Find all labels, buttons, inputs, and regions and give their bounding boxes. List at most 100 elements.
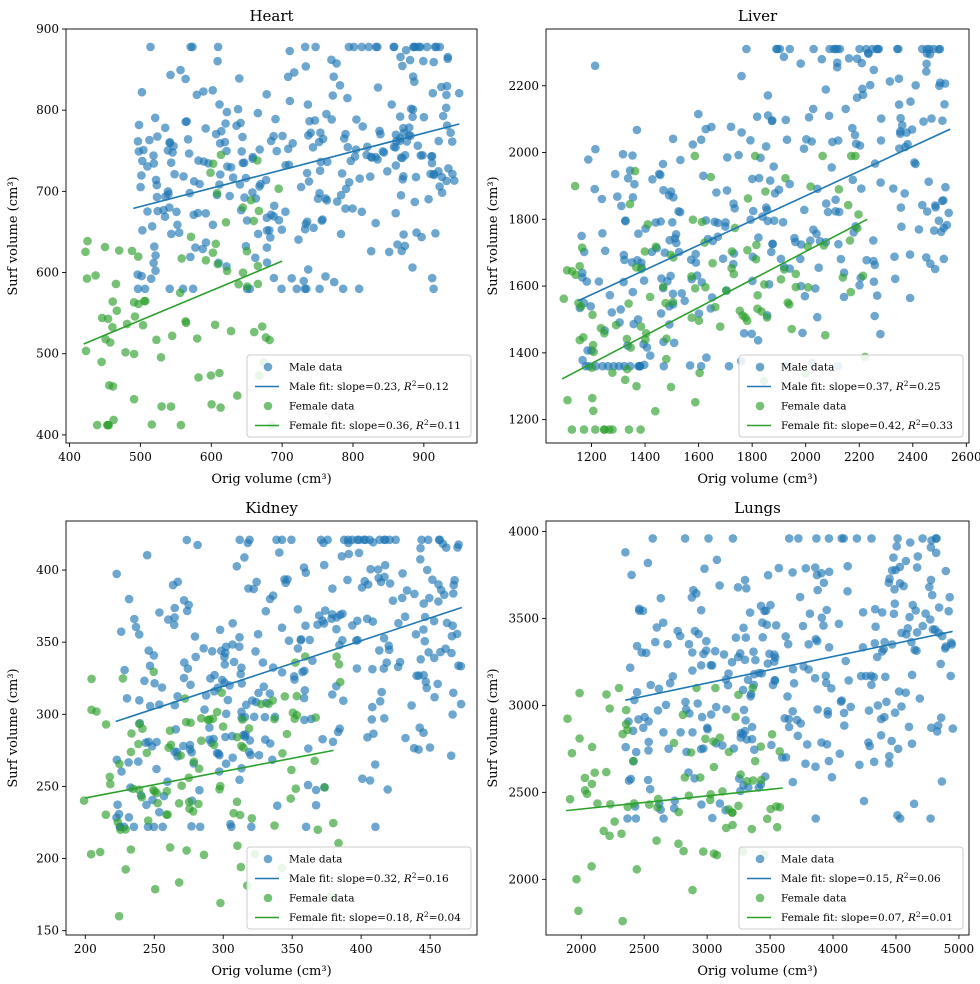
- female-data-point: [688, 215, 698, 224]
- male-data-point: [632, 641, 642, 651]
- male-data-point: [157, 683, 167, 692]
- female-data-point: [243, 282, 252, 291]
- male-data-point: [896, 203, 906, 212]
- female-data-point: [791, 282, 801, 292]
- female-data-point: [329, 818, 338, 828]
- female-data-point: [559, 294, 569, 304]
- male-data-point: [358, 774, 367, 783]
- female-data-point: [626, 343, 635, 352]
- male-data-point: [301, 621, 310, 630]
- x-tick-label: 3000: [692, 942, 723, 956]
- male-data-point: [770, 676, 780, 685]
- male-data-point: [141, 738, 150, 747]
- male-data-point: [869, 65, 879, 75]
- male-data-point: [134, 757, 143, 766]
- male-data-point: [302, 168, 312, 178]
- subplot-kidney: Kidney 200 250 300 350 400 450 150 200 250 300 350 4…: [6, 499, 478, 979]
- female-data-point: [711, 302, 720, 312]
- female-data-point: [282, 729, 292, 739]
- male-data-point: [766, 600, 775, 610]
- x-tick-label: 1800: [737, 450, 768, 464]
- male-data-point: [918, 534, 927, 543]
- male-data-point: [941, 182, 950, 192]
- y-tick-label: 2200: [508, 79, 539, 93]
- male-data-point: [673, 626, 682, 636]
- male-data-point: [890, 252, 899, 261]
- male-data-point: [857, 184, 866, 193]
- female-data-point: [577, 243, 587, 252]
- legend-female-data-label: Female data: [781, 401, 847, 413]
- male-data-point: [850, 130, 860, 140]
- male-data-point: [301, 62, 311, 71]
- male-data-point: [831, 207, 840, 216]
- male-data-point: [813, 705, 822, 714]
- female-data-point: [605, 704, 614, 713]
- male-data-point: [181, 74, 190, 84]
- male-data-point: [751, 655, 760, 665]
- male-data-point: [721, 218, 730, 227]
- female-data-point: [176, 420, 186, 430]
- male-data-point: [449, 589, 458, 598]
- male-data-point: [794, 534, 803, 543]
- male-data-point: [835, 749, 845, 758]
- male-data-point: [195, 822, 205, 832]
- male-data-point: [724, 361, 734, 371]
- female-data-point: [268, 696, 278, 705]
- male-data-point: [758, 618, 767, 627]
- male-data-point: [905, 250, 915, 259]
- male-data-point: [389, 42, 399, 52]
- male-data-point: [809, 225, 818, 234]
- female-data-point: [636, 425, 645, 434]
- male-data-point: [643, 775, 653, 785]
- female-data-point: [599, 826, 608, 836]
- male-data-point: [318, 134, 328, 144]
- male-data-point: [188, 284, 198, 294]
- female-data-point: [286, 794, 296, 803]
- male-data-point: [396, 52, 405, 62]
- male-data-point: [391, 143, 400, 152]
- female-data-point: [587, 779, 597, 789]
- male-data-point: [311, 42, 320, 52]
- female-data-point: [232, 797, 242, 807]
- x-axis-label: Orig volume (cm³): [211, 472, 331, 487]
- male-data-point: [253, 629, 263, 639]
- male-data-point: [442, 90, 451, 100]
- male-data-point: [208, 86, 217, 95]
- male-data-point: [634, 715, 643, 724]
- male-data-point: [448, 710, 457, 719]
- male-data-point: [329, 72, 339, 81]
- male-data-point: [112, 569, 121, 579]
- female-fit-line: [566, 787, 783, 812]
- male-data-point: [287, 274, 297, 283]
- female-data-point: [691, 397, 700, 407]
- male-data-point: [373, 42, 382, 52]
- male-data-point: [911, 81, 920, 90]
- male-data-point: [423, 535, 433, 545]
- legend: Male data Male fit: slope=0.15, R2=0.06 Fe…: [738, 846, 964, 930]
- male-data-point: [634, 604, 644, 614]
- male-data-point: [293, 605, 303, 614]
- female-data-point: [177, 781, 186, 790]
- male-data-point: [680, 534, 690, 543]
- axes-frame: [545, 28, 970, 444]
- male-data-point: [299, 563, 309, 572]
- male-data-point: [124, 813, 134, 822]
- male-data-point: [447, 648, 456, 658]
- female-data-point: [162, 810, 171, 819]
- female-data-point: [82, 274, 92, 283]
- female-data-point: [127, 729, 136, 738]
- male-data-point: [422, 565, 432, 575]
- male-data-point: [824, 756, 834, 766]
- male-data-point: [699, 171, 708, 181]
- y-tick-label: 700: [36, 184, 59, 198]
- male-data-point: [418, 151, 427, 160]
- male-data-point: [366, 564, 375, 574]
- male-data-point: [232, 562, 242, 571]
- female-data-point: [174, 799, 184, 808]
- male-data-point: [433, 679, 443, 689]
- male-data-point: [876, 731, 886, 740]
- male-data-point: [666, 271, 675, 281]
- male-data-point: [685, 361, 695, 370]
- male-data-point: [354, 284, 364, 294]
- female-data-point: [668, 297, 678, 307]
